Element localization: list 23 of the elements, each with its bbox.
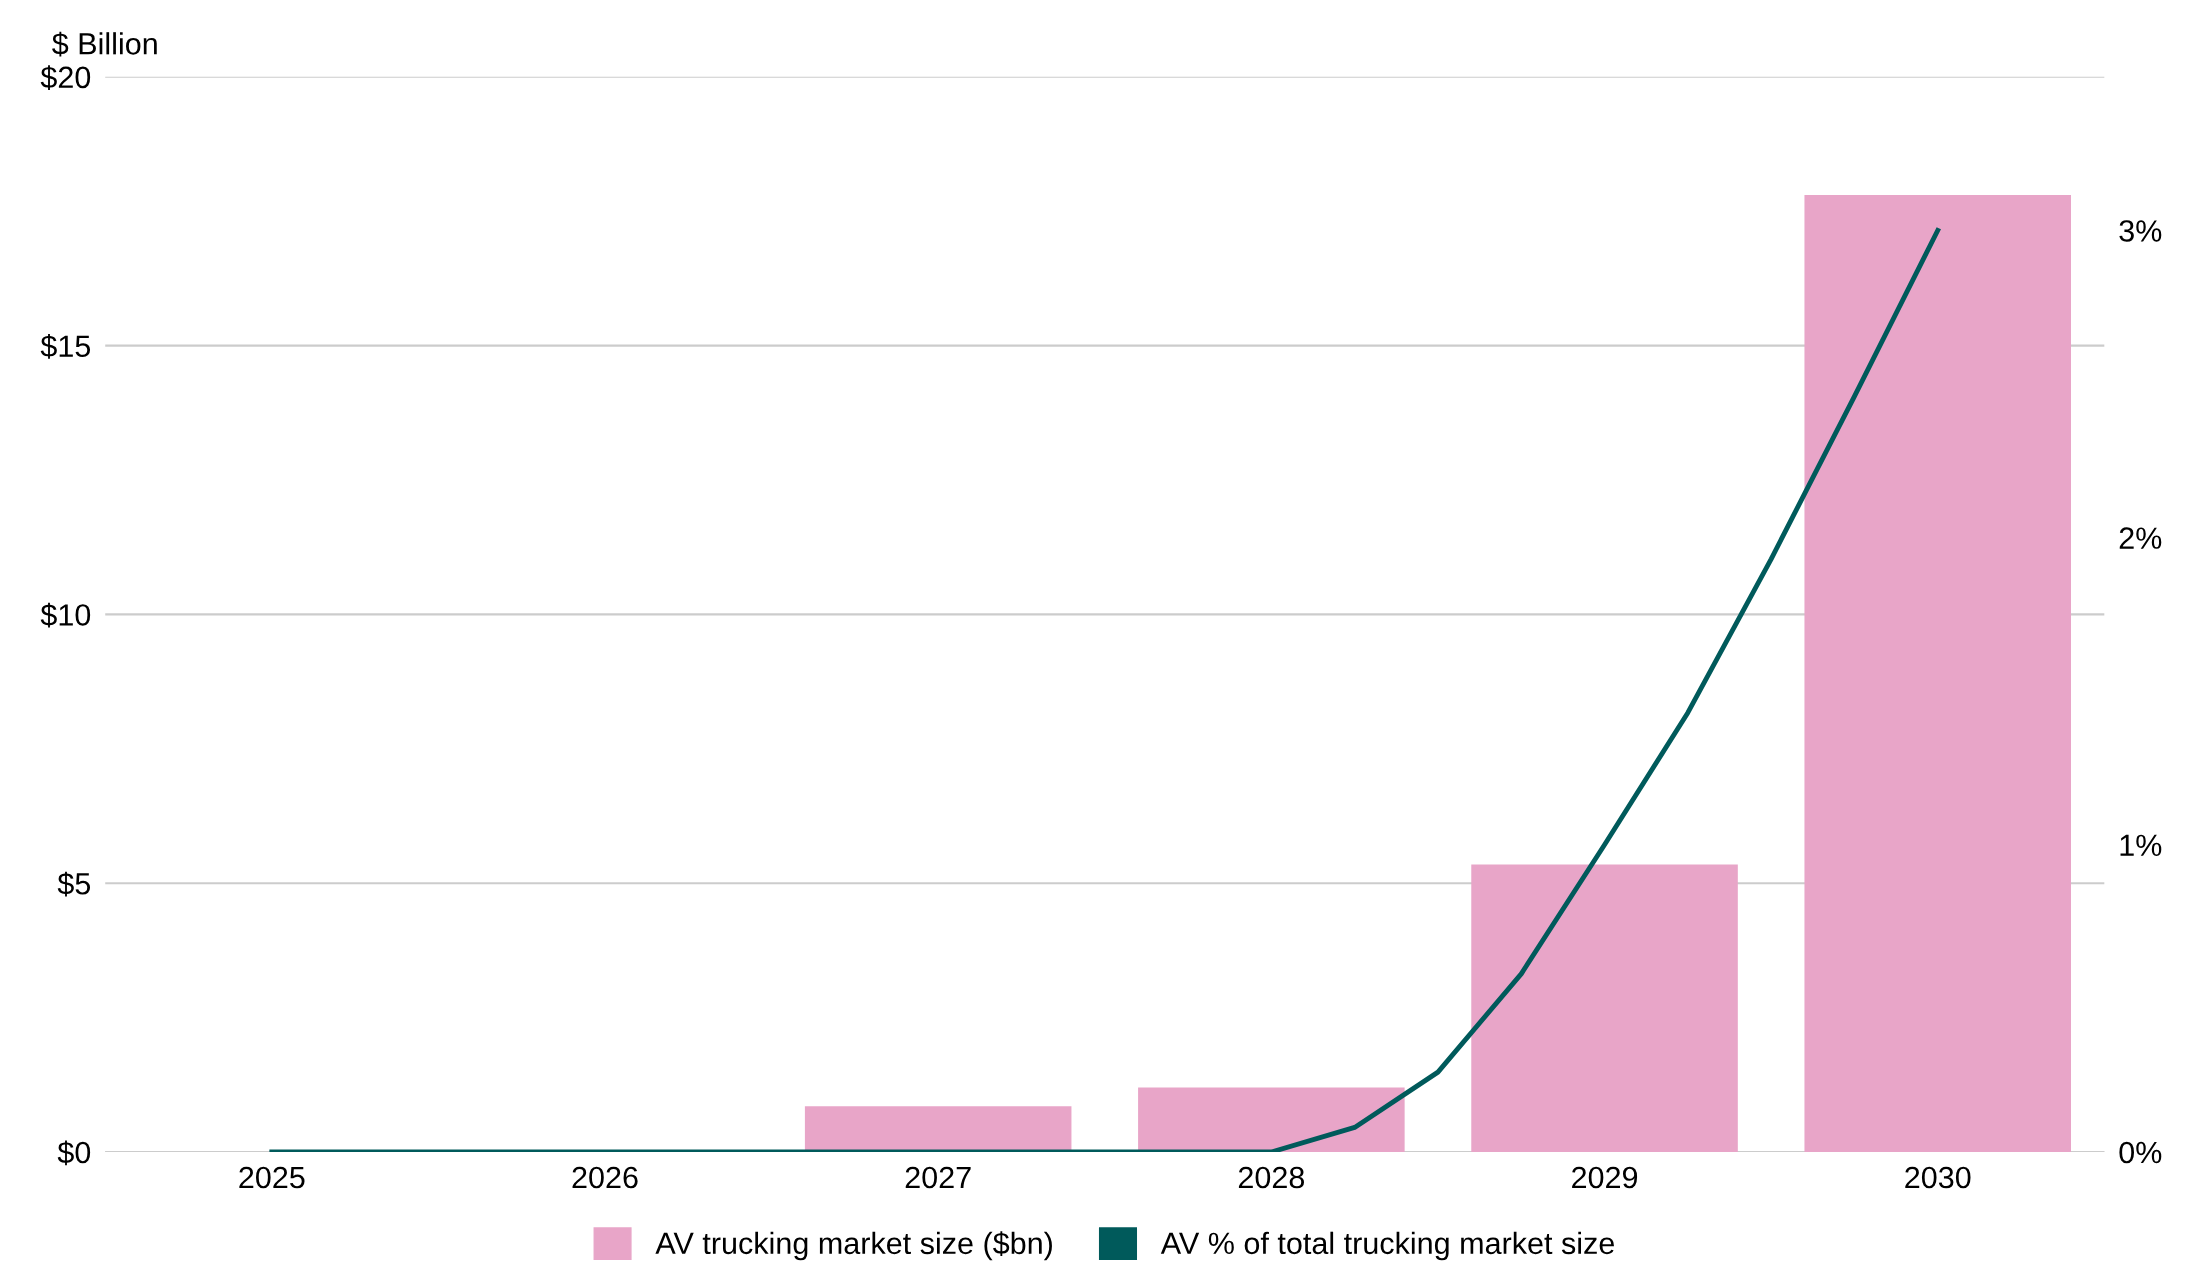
line-series — [269, 227, 1941, 1152]
y-tick-label: $15 — [40, 334, 91, 359]
y2-tick-label: 0% — [2119, 1141, 2162, 1164]
y-tick-label: $0 — [57, 1140, 91, 1166]
x-tick-label: 2029 — [1572, 1166, 1638, 1189]
bar — [1804, 195, 2071, 1152]
y-tick-label: $10 — [40, 602, 91, 628]
x-tick-label: 2027 — [905, 1166, 971, 1189]
y-axis-title: $ Billion — [52, 31, 157, 57]
y2-tick-label: 3% — [2119, 220, 2162, 242]
y2-tick-label: 1% — [2120, 834, 2162, 857]
x-tick-label: 2028 — [1238, 1166, 1305, 1189]
bar — [1138, 1087, 1405, 1152]
legend-label: AV % of total trucking market size — [1160, 1231, 1614, 1261]
bar — [804, 1106, 1072, 1152]
legend-label: AV trucking market size ($bn) — [655, 1231, 1052, 1261]
bar — [1471, 864, 1738, 1152]
x-tick-label: 2030 — [1905, 1166, 1971, 1189]
y-tick-label: $5 — [57, 871, 91, 897]
y2-tick-label: 2% — [2119, 527, 2162, 549]
y-tick-label: $20 — [40, 65, 91, 90]
x-tick-label: 2026 — [572, 1166, 638, 1189]
x-tick-label: 2025 — [239, 1166, 305, 1189]
